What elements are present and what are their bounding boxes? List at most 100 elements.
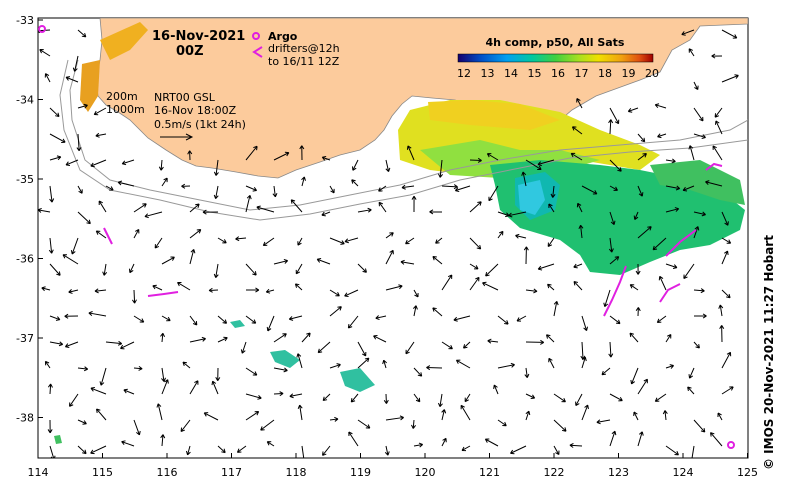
current-arrow: [217, 445, 226, 454]
lon-tick-label: 119: [350, 466, 371, 479]
current-arrow: [68, 289, 79, 294]
current-arrow: [665, 207, 680, 213]
current-arrow: [637, 431, 644, 447]
current-arrow: [510, 445, 527, 455]
current-arrow: [413, 442, 424, 448]
current-arrow: [637, 153, 647, 161]
current-arrow: [385, 159, 391, 172]
current-arrow: [435, 237, 443, 244]
current-arrow: [189, 203, 200, 213]
current-arrow: [545, 334, 555, 343]
current-arrow: [265, 288, 275, 294]
current-arrow: [329, 416, 339, 422]
lon-tick-label: 123: [608, 466, 629, 479]
current-arrow: [357, 263, 367, 273]
lat-tick-label: -33: [16, 14, 34, 27]
current-arrow: [484, 438, 499, 447]
current-arrow: [693, 288, 705, 294]
map-date: 16-Nov-2021: [152, 29, 245, 44]
current-arrow: [637, 185, 644, 197]
current-arrow: [245, 315, 257, 324]
current-arrow: [177, 281, 191, 291]
current-arrow: [329, 237, 345, 245]
current-arrow: [547, 237, 555, 247]
current-arrow: [693, 226, 700, 239]
current-arrow: [469, 201, 482, 213]
current-arrow: [575, 393, 583, 406]
argo-legend-label: Argo: [268, 30, 298, 43]
current-arrow: [627, 107, 639, 113]
colorbar-tick-label: 12: [457, 67, 471, 80]
current-arrow: [329, 363, 341, 369]
current-arrow: [39, 49, 51, 57]
current-arrow: [553, 445, 560, 456]
current-arrow: [69, 393, 79, 407]
current-arrow: [102, 263, 108, 276]
current-arrow: [72, 55, 79, 72]
current-arrow: [573, 280, 583, 291]
current-arrow: [573, 263, 583, 269]
current-arrow: [688, 367, 695, 379]
colorbar-tick-label: 15: [528, 67, 542, 80]
current-arrow: [128, 263, 135, 274]
current-arrow: [289, 393, 303, 399]
current-arrow: [469, 263, 479, 270]
lon-tick-label: 116: [157, 466, 178, 479]
current-arrow: [548, 203, 555, 213]
current-arrow: [105, 185, 114, 191]
colorbar-tick-label: 17: [575, 67, 589, 80]
current-arrow: [180, 419, 191, 433]
current-arrow: [160, 332, 166, 343]
current-arrow: [301, 332, 311, 343]
drifter-legend-line1: drifters@12h: [268, 42, 340, 55]
current-arrow: [609, 107, 620, 125]
current-arrow: [460, 404, 471, 421]
current-arrow: [77, 185, 83, 194]
lon-tick-label: 125: [737, 466, 758, 479]
current-arrow: [96, 408, 107, 421]
current-arrow: [161, 256, 175, 265]
current-arrow: [203, 412, 219, 421]
current-arrow: [441, 184, 458, 190]
drifter-legend-line2: to 16/11 12Z: [268, 55, 340, 68]
current-arrow: [316, 258, 331, 265]
current-arrow: [665, 185, 681, 191]
current-arrow: [656, 315, 667, 323]
current-arrow: [294, 283, 303, 291]
current-arrow: [693, 81, 699, 91]
current-arrow: [413, 393, 421, 403]
current-arrow: [189, 315, 198, 326]
current-arrow: [637, 378, 648, 395]
current-arrow: [658, 275, 667, 291]
credit-label: © IMOS 20-Nov-2021 11:27 Hobart: [762, 235, 776, 470]
current-arrow: [245, 367, 258, 376]
argo-floats: [38, 25, 735, 449]
current-arrow: [635, 263, 641, 275]
current-arrow: [385, 249, 394, 265]
current-arrow: [262, 237, 275, 247]
current-arrow: [44, 73, 51, 83]
current-arrow: [461, 445, 471, 452]
current-arrow: [633, 411, 639, 421]
current-arrow: [213, 263, 219, 278]
current-arrow: [273, 391, 284, 397]
current-arrow: [273, 333, 287, 343]
current-arrow: [156, 403, 163, 421]
current-arrow: [297, 404, 303, 421]
current-arrow: [718, 304, 724, 317]
current-arrow: [382, 359, 387, 369]
current-arrow: [581, 185, 598, 195]
colorbar-tick-label: 18: [598, 67, 612, 80]
current-arrow: [609, 185, 618, 191]
current-arrow: [121, 159, 135, 166]
current-arrow: [120, 341, 135, 350]
current-arrow: [158, 159, 164, 171]
current-arrow: [525, 288, 538, 294]
current-arrow: [49, 155, 62, 161]
current-arrow: [344, 289, 359, 298]
map-time: 00Z: [176, 44, 204, 59]
current-arrow: [131, 289, 137, 304]
current-arrow: [245, 145, 258, 161]
current-arrow: [49, 315, 61, 321]
current-arrow: [719, 325, 725, 343]
